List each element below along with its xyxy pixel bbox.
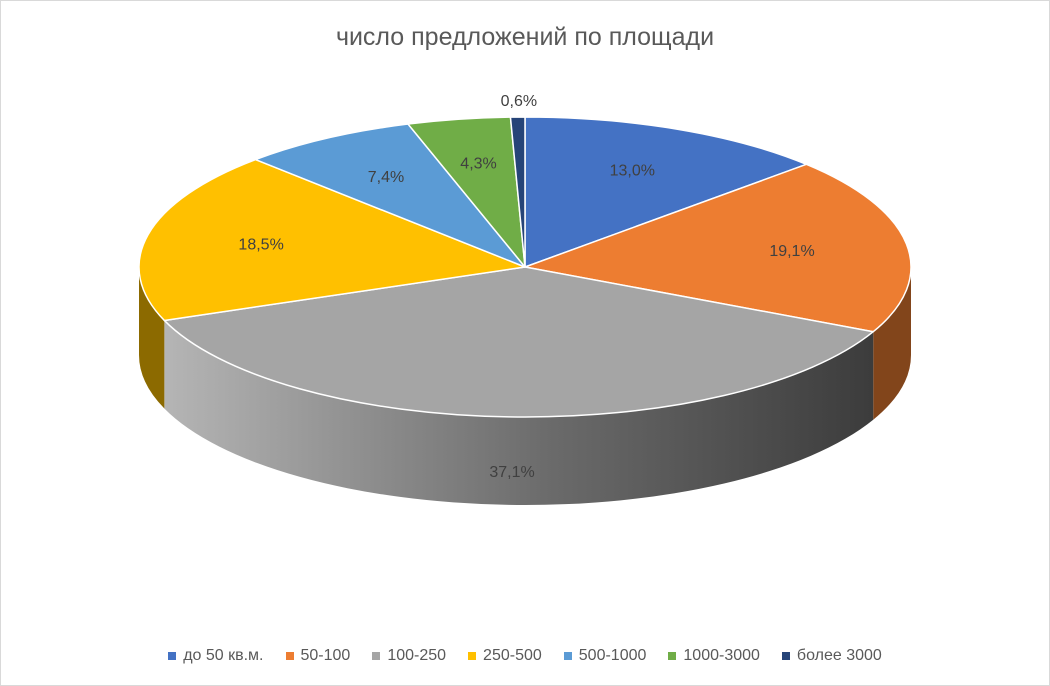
legend-item-0: до 50 кв.м.	[168, 647, 264, 665]
data-labels: 13,0% 19,1% 37,1% 18,5% 7,4% 4,3% 0,6%	[238, 93, 814, 481]
pie-slices	[138, 116, 912, 418]
legend-label-0: до 50 кв.м.	[183, 647, 264, 664]
legend-label-4: 500-1000	[578, 647, 647, 664]
legend-swatch-1	[285, 652, 294, 660]
legend-swatch-6	[781, 652, 790, 660]
legend-swatch-5	[668, 652, 677, 660]
legend-swatch-0	[168, 652, 177, 660]
data-label-4: 7,4%	[368, 169, 404, 186]
legend-swatch-4	[563, 652, 572, 660]
data-label-6: 0,6%	[501, 93, 537, 110]
legend-item-2: 100-250	[372, 647, 446, 665]
pie-slice-4[interactable]	[254, 123, 526, 268]
pie-slice-3[interactable]	[138, 158, 526, 322]
pie-slice-0[interactable]	[524, 116, 808, 268]
legend-item-4: 500-1000	[563, 647, 647, 665]
legend-swatch-3	[468, 652, 477, 660]
data-label-5: 4,3%	[460, 156, 496, 173]
legend-item-5: 1000-3000	[668, 647, 760, 665]
chart-title: число предложений по площади	[335, 23, 715, 51]
data-label-0: 13,0%	[610, 163, 655, 180]
pie-sides	[139, 267, 911, 505]
data-label-2: 37,1%	[489, 464, 534, 481]
legend-label-6: более 3000	[796, 647, 882, 664]
pie-slice-6[interactable]	[509, 116, 526, 268]
pie-slice-2[interactable]	[163, 266, 874, 418]
legend-label-5: 1000-3000	[683, 647, 760, 664]
legend-item-6: более 3000	[781, 647, 882, 665]
legend-label-1: 50-100	[300, 647, 351, 664]
pie-side-2	[164, 320, 874, 505]
legend-item-1: 50-100	[285, 647, 351, 665]
legend: до 50 кв.м. 50-100 100-250 250-500 500-1000 1…	[1, 647, 1049, 665]
legend-swatch-2	[372, 652, 381, 660]
data-label-3: 18,5%	[238, 236, 283, 253]
legend-item-3: 250-500	[468, 647, 542, 665]
pie-slice-1[interactable]	[524, 163, 912, 333]
pie-side-1	[873, 267, 911, 420]
data-label-1: 19,1%	[769, 243, 814, 260]
pie-side-3	[139, 267, 165, 409]
legend-label-2: 100-250	[387, 647, 447, 664]
pie-plot: 13,0% 19,1% 37,1% 18,5% 7,4% 4,3% 0,6%	[138, 93, 912, 505]
legend-label-3: 250-500	[483, 647, 542, 664]
